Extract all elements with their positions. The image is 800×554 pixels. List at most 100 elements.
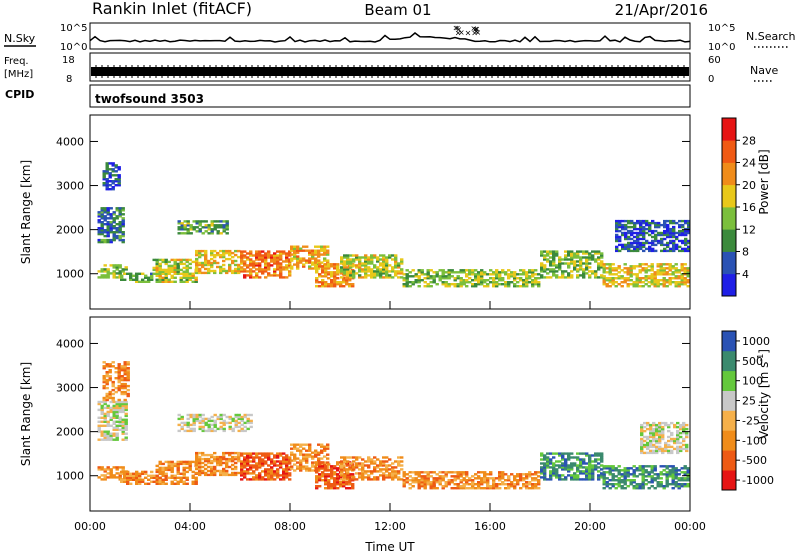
data-cell [510, 483, 514, 486]
data-cell [670, 437, 674, 441]
data-cell [661, 447, 665, 451]
data-cell [643, 425, 647, 429]
data-cell [117, 378, 121, 382]
data-cell [677, 487, 681, 490]
data-cell [318, 285, 322, 288]
data-cell [324, 265, 328, 268]
data-cell [246, 468, 250, 471]
data-cell [109, 432, 113, 435]
data-cell [273, 454, 277, 457]
data-cell [240, 452, 244, 455]
data-cell [629, 271, 633, 274]
data-cell [299, 449, 303, 452]
data-cell [438, 279, 442, 282]
data-cell [270, 468, 274, 471]
data-cell [397, 470, 401, 473]
data-cell [414, 477, 418, 480]
data-cell [600, 468, 604, 471]
data-cell [624, 233, 628, 237]
data-cell [109, 229, 113, 232]
data-cell [117, 369, 121, 372]
data-cell [97, 238, 101, 242]
data-cell [623, 487, 627, 490]
data-cell [627, 247, 631, 251]
data-cell [103, 412, 107, 416]
data-cell [191, 280, 195, 283]
data-cell [561, 452, 565, 455]
data-cell [112, 236, 116, 240]
data-cell [246, 427, 250, 431]
data-cell [311, 469, 315, 472]
data-cell [683, 271, 687, 274]
data-cell [321, 285, 325, 288]
data-cell [426, 275, 430, 278]
data-cell [115, 408, 119, 412]
data-cell [279, 454, 283, 457]
data-cell [558, 262, 562, 265]
data-cell [288, 264, 292, 267]
data-cell [650, 275, 654, 278]
data-cell [358, 258, 362, 261]
data-cell [405, 481, 409, 484]
data-cell [100, 424, 104, 427]
data-cell [126, 472, 130, 475]
data-cell [588, 472, 592, 475]
data-cell [213, 269, 217, 273]
data-cell [594, 272, 598, 275]
data-cell [115, 438, 119, 441]
data-cell [662, 285, 666, 288]
colorbar-tick-label: 16 [742, 201, 756, 214]
data-cell [623, 473, 627, 476]
data-cell [402, 279, 406, 282]
data-cell [367, 474, 371, 477]
data-cell [315, 479, 319, 482]
cpid-label: CPID [5, 88, 34, 101]
data-cell [204, 471, 208, 475]
data-cell [109, 468, 113, 471]
data-cell [117, 375, 121, 378]
data-cell [207, 457, 211, 461]
data-cell [382, 464, 386, 467]
data-cell [102, 361, 106, 364]
colorbar-tick-label: 28 [742, 134, 756, 147]
data-cell [100, 468, 104, 471]
data-cell [121, 231, 125, 234]
data-cell [364, 274, 368, 277]
data-cell [288, 254, 292, 257]
data-cell [651, 239, 655, 243]
data-cell [198, 459, 202, 463]
data-cell [216, 469, 220, 473]
data-cell [161, 466, 165, 470]
data-cell [358, 468, 362, 471]
data-cell [405, 283, 409, 286]
data-cell [608, 483, 612, 486]
data-cell [255, 462, 259, 465]
data-cell [385, 476, 389, 479]
data-cell [124, 404, 128, 408]
data-cell [630, 231, 634, 235]
data-cell [507, 483, 511, 486]
data-cell [528, 475, 532, 478]
data-cell [100, 215, 104, 218]
data-cell [213, 413, 217, 417]
data-cell [207, 453, 211, 457]
data-cell [210, 415, 214, 419]
data-cell [534, 477, 538, 480]
data-cell [213, 421, 217, 425]
data-cell [102, 375, 106, 378]
data-cell [102, 170, 106, 173]
data-cell [423, 475, 427, 478]
data-cell [327, 283, 331, 286]
data-cell [105, 182, 109, 185]
nsearch-tick-top: 10^5 [708, 23, 735, 34]
data-cell [105, 172, 109, 175]
data-cell [108, 162, 112, 165]
data-cell [176, 468, 180, 472]
data-cell [305, 465, 309, 468]
data-cell [652, 427, 656, 431]
data-cell [597, 258, 601, 261]
data-cell [320, 245, 324, 248]
data-cell [288, 262, 292, 265]
data-cell [321, 465, 325, 468]
